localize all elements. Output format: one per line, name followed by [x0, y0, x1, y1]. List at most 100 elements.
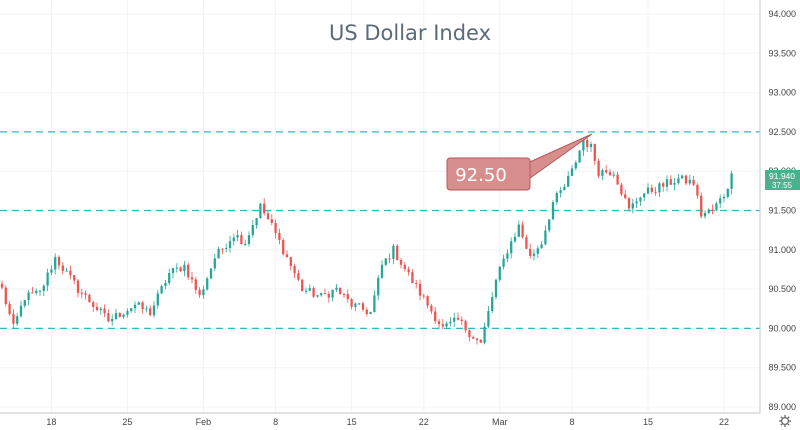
annotation-pointer [522, 133, 593, 184]
candle-body [118, 313, 121, 317]
candle-body [494, 279, 498, 298]
candle-body [19, 305, 23, 317]
candle-body [510, 241, 513, 254]
candle-body [168, 273, 171, 284]
candle-body [472, 336, 475, 339]
candle-body [282, 240, 285, 255]
candle-body [263, 203, 266, 214]
candle-body [487, 311, 490, 327]
candle-body [31, 292, 34, 294]
x-tick-label: 18 [46, 417, 56, 427]
candle-body [388, 258, 391, 260]
y-tick-label: 94.000 [768, 9, 796, 19]
candle-body [639, 197, 642, 202]
candle-body [133, 304, 137, 309]
candle-body [377, 277, 380, 296]
candle-body [491, 297, 494, 312]
y-tick-label: 89.500 [768, 363, 796, 373]
candle-body [213, 258, 216, 269]
candle-body [407, 269, 410, 273]
x-tick-label: 15 [643, 417, 653, 427]
candle-body [0, 283, 4, 288]
candle-body [548, 219, 551, 231]
candle-body [589, 143, 593, 148]
candle-body [426, 296, 429, 306]
candle-body [601, 170, 604, 176]
candle-body [415, 283, 418, 285]
candle-body [190, 277, 194, 280]
candle-body [456, 317, 460, 320]
reference-levels [0, 131, 760, 330]
candle-body [228, 241, 232, 249]
settings-gear-icon[interactable] [779, 415, 791, 427]
candle-body [700, 195, 703, 217]
candle-body [69, 270, 72, 276]
candle-body [529, 248, 532, 256]
candle-body [297, 273, 300, 280]
candle-body [323, 293, 327, 295]
candle-body [502, 258, 505, 267]
candle-body [240, 235, 243, 244]
candle-body [65, 270, 68, 272]
candle-body [665, 179, 669, 187]
candle-body [354, 303, 357, 307]
candle-body [198, 290, 201, 296]
candle-body [316, 295, 319, 297]
candle-body [418, 283, 422, 296]
candle-body [631, 203, 634, 209]
candle-body [301, 279, 304, 292]
candle-body [270, 219, 273, 223]
candle-body [403, 264, 406, 270]
candle-body [76, 280, 80, 293]
candle-body [171, 268, 175, 274]
candle-body [536, 248, 539, 254]
candle-body [540, 244, 543, 249]
candle-body [304, 290, 308, 292]
candle-body [247, 235, 251, 244]
candle-body [650, 187, 653, 192]
candle-body [61, 265, 64, 271]
candle-body [259, 203, 262, 219]
candle-body [662, 183, 665, 187]
candle-body [331, 289, 334, 298]
candle-body [453, 317, 456, 322]
candle-body [12, 314, 15, 324]
candle-body [563, 186, 566, 191]
candle-body [468, 330, 471, 337]
y-tick-label: 91.000 [768, 245, 796, 255]
candle-body [289, 257, 292, 267]
candle-body [335, 287, 338, 290]
candle-body [46, 272, 49, 286]
candle-body [441, 324, 444, 327]
annotation-box [446, 157, 531, 191]
x-tick-label: 8 [273, 417, 278, 427]
candle-body [411, 272, 414, 284]
y-tick-label: 93.000 [768, 88, 796, 98]
candle-body [88, 294, 91, 303]
candle-body [42, 285, 45, 291]
candle-body [236, 235, 239, 238]
candle-body [567, 175, 570, 187]
candle-body [99, 308, 102, 310]
candle-body [145, 308, 148, 310]
candle-body [175, 267, 178, 269]
candle-body [365, 309, 368, 315]
candlestick-series [0, 136, 733, 345]
candle-body [293, 266, 296, 274]
candle-body [597, 160, 600, 176]
candle-body [677, 178, 680, 183]
candle-body [187, 264, 190, 278]
candle-body [464, 321, 467, 331]
candle-body [688, 179, 691, 184]
price-annotation: 92.50 [446, 133, 593, 191]
candle-body [194, 279, 197, 291]
candle-body [380, 264, 384, 278]
candle-body [498, 266, 501, 280]
x-tick-label: 8 [569, 417, 574, 427]
bar-countdown: 37:55 [772, 181, 793, 190]
candle-body [703, 212, 707, 217]
candle-body [312, 287, 315, 297]
candle-body [327, 293, 330, 298]
x-tick-label: 22 [719, 417, 729, 427]
